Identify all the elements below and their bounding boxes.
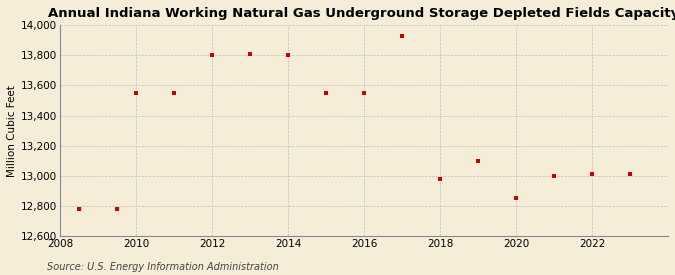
Point: [358, 91, 369, 95]
Point: [283, 53, 294, 57]
Point: [472, 159, 483, 163]
Point: [207, 53, 217, 57]
Point: [131, 91, 142, 95]
Point: [549, 174, 560, 178]
Point: [112, 207, 123, 211]
Title: Annual Indiana Working Natural Gas Underground Storage Depleted Fields Capacity: Annual Indiana Working Natural Gas Under…: [49, 7, 675, 20]
Point: [321, 91, 331, 95]
Point: [511, 196, 522, 200]
Point: [169, 91, 180, 95]
Point: [435, 177, 446, 181]
Text: Source: U.S. Energy Information Administration: Source: U.S. Energy Information Administ…: [47, 262, 279, 272]
Point: [245, 52, 256, 56]
Point: [397, 34, 408, 38]
Point: [624, 172, 635, 177]
Y-axis label: Million Cubic Feet: Million Cubic Feet: [7, 85, 17, 177]
Point: [74, 207, 84, 211]
Point: [587, 172, 597, 177]
